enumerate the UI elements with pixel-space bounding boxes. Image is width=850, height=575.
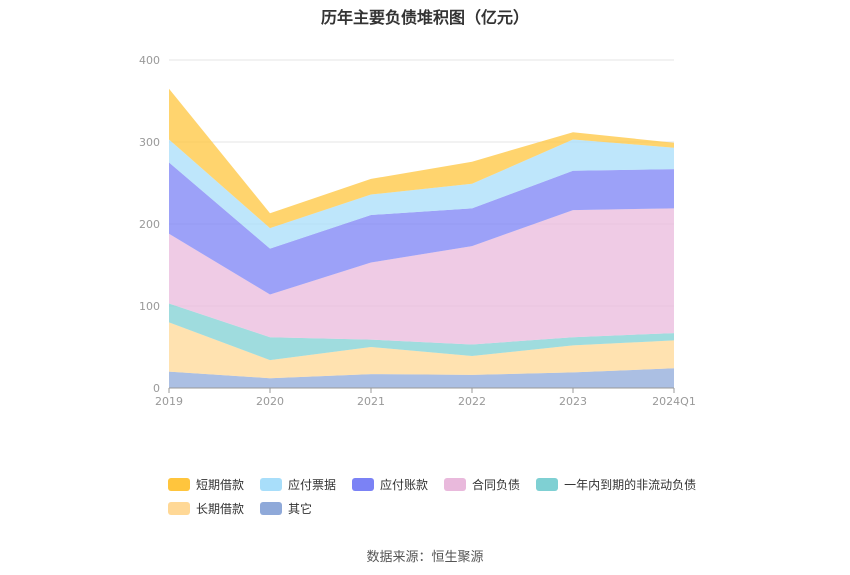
y-tick-label: 400 bbox=[139, 54, 160, 67]
area-series bbox=[169, 368, 674, 388]
legend-label: 长期借款 bbox=[196, 501, 245, 516]
legend-item[interactable]: 应付账款 bbox=[352, 476, 428, 493]
legend-item[interactable]: 短期借款 bbox=[168, 476, 244, 493]
legend-swatch bbox=[536, 477, 559, 491]
area-series bbox=[169, 139, 674, 249]
legend-swatch bbox=[444, 477, 467, 491]
area-series-group bbox=[169, 88, 674, 388]
x-tick-label: 2022 bbox=[458, 395, 486, 408]
legend-label: 应付票据 bbox=[288, 477, 337, 492]
data-source: 数据来源：恒生聚源 bbox=[366, 550, 484, 565]
area-series bbox=[169, 208, 674, 345]
legend-item[interactable]: 其它 bbox=[260, 500, 312, 517]
legend: 短期借款 应付票据 应付账款 合同负债 一年内到期的非流动负债长期借款 其它 bbox=[168, 472, 728, 520]
area-series bbox=[169, 322, 674, 379]
legend-label: 一年内到期的非流动负债 bbox=[564, 477, 697, 492]
x-tick-label: 2024Q1 bbox=[652, 395, 696, 408]
stacked-area-chart: 0 100 200 300 400 2019 2020 2021 2022 2023 2024Q1 bbox=[139, 54, 696, 408]
x-tick-label: 2021 bbox=[357, 395, 385, 408]
legend-swatch bbox=[168, 477, 190, 491]
legend-swatch bbox=[352, 477, 375, 491]
axes: 0 100 200 300 400 2019 2020 2021 2022 2023 2024Q1 bbox=[139, 54, 696, 408]
legend-swatch bbox=[168, 501, 190, 515]
legend-row: 长期借款 其它 bbox=[168, 496, 728, 520]
legend-swatch bbox=[260, 477, 283, 491]
legend-label: 应付账款 bbox=[380, 477, 429, 492]
legend-item[interactable]: 合同负债 bbox=[444, 476, 520, 493]
legend-row: 短期借款 应付票据 应付账款 合同负债 一年内到期的非流动负债 bbox=[168, 472, 728, 496]
y-tick-label: 0 bbox=[153, 382, 160, 395]
y-tick-label: 100 bbox=[139, 300, 160, 313]
y-tick-label: 200 bbox=[139, 218, 160, 231]
chart-title: 历年主要负债堆积图（亿元） bbox=[320, 8, 529, 27]
legend-item[interactable]: 一年内到期的非流动负债 bbox=[536, 476, 696, 493]
area-series bbox=[169, 162, 674, 295]
legend-item[interactable]: 长期借款 bbox=[168, 500, 244, 517]
x-tick-label: 2023 bbox=[559, 395, 587, 408]
x-tick-label: 2020 bbox=[256, 395, 284, 408]
legend-label: 合同负债 bbox=[472, 477, 521, 492]
legend-label: 其它 bbox=[288, 501, 313, 516]
legend-swatch bbox=[260, 501, 283, 515]
y-tick-label: 300 bbox=[139, 136, 160, 149]
x-tick-label: 2019 bbox=[155, 395, 183, 408]
legend-label: 短期借款 bbox=[196, 477, 245, 492]
legend-item[interactable]: 应付票据 bbox=[260, 476, 336, 493]
area-series bbox=[169, 303, 674, 361]
